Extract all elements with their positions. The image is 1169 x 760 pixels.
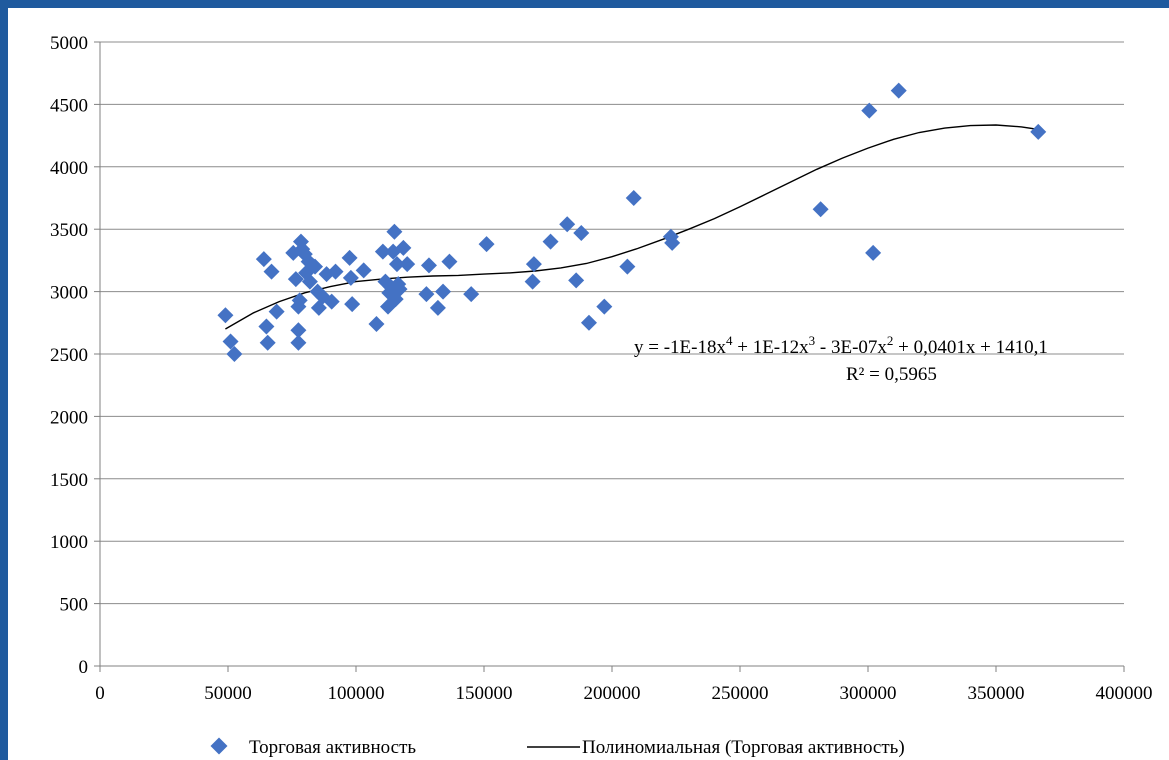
data-point-33 xyxy=(374,243,391,260)
data-point-60 xyxy=(596,298,613,315)
data-point-21 xyxy=(307,258,324,275)
r-squared-label: R² = 0,5965 xyxy=(846,364,937,385)
scatter-chart: 0 500 1000 1500 2000 2500 3000 3500 4000 4500 5000… xyxy=(50,33,1153,758)
data-point-1 xyxy=(222,333,239,350)
data-point-13 xyxy=(291,292,308,309)
data-point-4 xyxy=(258,318,275,335)
y-tick-label-2500: 2500 xyxy=(50,345,88,366)
data-point-46 xyxy=(418,286,435,303)
data-point-6 xyxy=(263,263,280,280)
data-point-28 xyxy=(341,249,358,266)
data-point-66 xyxy=(861,102,878,119)
data-point-12 xyxy=(290,322,307,339)
data-point-49 xyxy=(435,283,452,300)
x-tick-label-50000: 50000 xyxy=(204,683,252,704)
x-tick-label-300000: 300000 xyxy=(840,683,897,704)
data-point-48 xyxy=(429,299,446,316)
data-point-67 xyxy=(865,244,882,261)
data-point-5 xyxy=(259,334,276,351)
data-point-62 xyxy=(625,190,642,206)
data-point-43 xyxy=(391,281,408,298)
y-tick-label-1500: 1500 xyxy=(50,470,88,491)
data-point-29 xyxy=(342,269,359,286)
data-point-11 xyxy=(290,334,307,351)
data-point-3 xyxy=(255,251,272,268)
legend-trendline-label: Полиномиальная (Торговая активность) xyxy=(582,737,905,758)
x-tick-label-0: 0 xyxy=(95,683,105,704)
data-point-30 xyxy=(344,296,361,313)
x-tick-label-400000: 400000 xyxy=(1096,683,1153,704)
y-tick-label-5000: 5000 xyxy=(50,33,88,54)
x-tick-label-350000: 350000 xyxy=(968,683,1025,704)
x-tick-label-200000: 200000 xyxy=(584,683,641,704)
data-point-9 xyxy=(287,271,304,288)
x-tick-label-150000: 150000 xyxy=(456,683,513,704)
data-point-51 xyxy=(463,286,480,303)
legend: Торговая активность Полиномиальная (Торг… xyxy=(210,737,905,758)
data-point-44 xyxy=(395,239,412,256)
x-tick-label-100000: 100000 xyxy=(328,683,385,704)
data-point-68 xyxy=(890,82,907,99)
y-tick-label-3500: 3500 xyxy=(50,220,88,241)
tick-labels: 0 500 1000 1500 2000 2500 3000 3500 4000 4500 5000… xyxy=(50,33,1153,704)
trendline-layer xyxy=(225,124,1039,330)
y-tick-label-500: 500 xyxy=(60,595,89,616)
data-point-2 xyxy=(226,346,243,362)
data-point-0 xyxy=(217,307,234,324)
legend-series-label: Торговая активность xyxy=(249,737,416,758)
y-tick-label-4000: 4000 xyxy=(50,158,88,179)
data-point-32 xyxy=(368,316,385,333)
trendline-equation: y = -1E-18x4 + 1E-12x3 - 3E-07x2 + 0,040… xyxy=(634,333,1048,358)
axes xyxy=(94,41,1125,672)
data-point-41 xyxy=(388,256,405,273)
data-point-26 xyxy=(323,293,340,310)
data-point-31 xyxy=(355,262,372,279)
data-point-61 xyxy=(619,258,636,275)
data-points xyxy=(217,82,1047,362)
data-point-57 xyxy=(568,272,585,289)
data-point-7 xyxy=(268,303,285,320)
data-point-64 xyxy=(664,234,681,251)
gridlines xyxy=(100,41,1124,605)
y-tick-label-1000: 1000 xyxy=(50,532,88,553)
y-tick-label-3000: 3000 xyxy=(50,283,88,304)
legend-marker-diamond xyxy=(210,737,228,755)
y-tick-label-4500: 4500 xyxy=(50,95,88,116)
data-point-27 xyxy=(327,263,344,280)
y-tick-label-2000: 2000 xyxy=(50,407,88,428)
polynomial-trendline xyxy=(225,124,1039,330)
x-tick-label-250000: 250000 xyxy=(712,683,769,704)
data-point-52 xyxy=(478,236,495,253)
data-point-59 xyxy=(580,314,597,331)
data-point-69 xyxy=(1030,123,1047,140)
data-point-47 xyxy=(420,257,437,274)
data-point-45 xyxy=(399,256,416,273)
data-point-58 xyxy=(573,224,590,241)
data-point-53 xyxy=(524,273,541,290)
data-point-39 xyxy=(386,223,403,240)
y-tick-label-0: 0 xyxy=(79,657,89,678)
data-point-19 xyxy=(301,273,318,290)
data-point-50 xyxy=(441,253,458,270)
data-point-54 xyxy=(525,256,542,273)
data-point-56 xyxy=(559,216,576,233)
data-point-55 xyxy=(542,233,559,250)
data-point-65 xyxy=(812,201,829,218)
